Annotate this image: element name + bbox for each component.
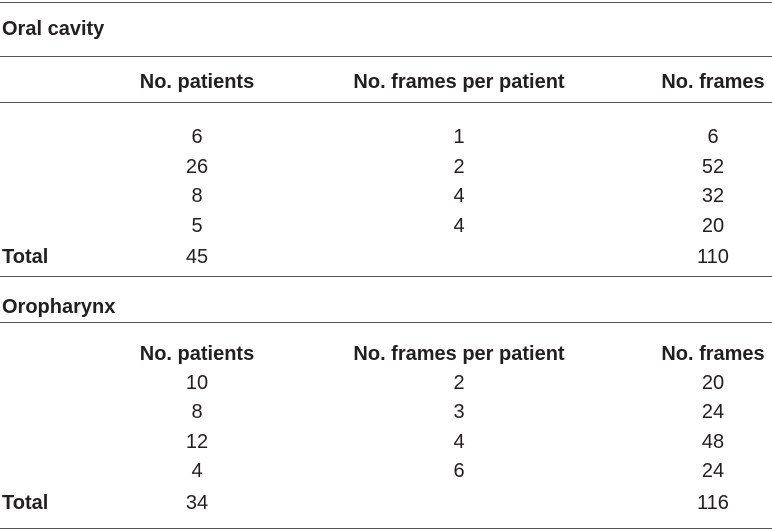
total-label: Total <box>2 246 49 268</box>
rule <box>0 102 772 103</box>
cell: 4 <box>453 430 465 453</box>
total-label: Total <box>2 492 49 514</box>
cell: 6 <box>453 459 465 482</box>
rule <box>0 322 772 323</box>
cell: 4 <box>453 185 465 208</box>
cell: 32 <box>701 185 725 208</box>
cell: 3 <box>453 401 465 424</box>
total-patients: 34 <box>185 492 209 514</box>
column-header: No. frames <box>661 71 765 93</box>
rule <box>0 276 772 277</box>
cell: 24 <box>701 401 725 424</box>
cell: 6 <box>707 126 719 148</box>
cell: 2 <box>453 372 465 394</box>
cell: 20 <box>701 215 725 238</box>
rule <box>0 2 772 3</box>
cell: 10 <box>185 372 209 394</box>
total-patients: 45 <box>185 246 209 268</box>
cell: 26 <box>185 155 209 178</box>
section-title: Oropharynx <box>2 296 116 318</box>
cell: 8 <box>191 401 203 424</box>
cell: 52 <box>701 155 725 178</box>
cell: 20 <box>701 372 725 394</box>
total-frames: 110 <box>697 246 729 268</box>
cell: 2 <box>453 155 465 178</box>
rule <box>0 528 772 529</box>
column-header: No. frames <box>661 343 765 365</box>
cell: 48 <box>701 430 725 453</box>
column-header: No. patients <box>139 343 255 365</box>
cell: 8 <box>191 185 203 208</box>
cell: 6 <box>191 126 203 148</box>
rule <box>0 56 772 57</box>
cell: 5 <box>191 215 203 238</box>
cell: 12 <box>185 430 209 453</box>
section-title: Oral cavity <box>2 18 105 40</box>
column-header: No. patients <box>139 71 255 93</box>
column-header: No. frames per patient <box>353 343 565 365</box>
total-frames: 116 <box>697 492 729 514</box>
cell: 24 <box>701 459 725 482</box>
cell: 4 <box>191 459 203 482</box>
cell: 4 <box>453 215 465 238</box>
column-header: No. frames per patient <box>353 71 565 93</box>
cell: 1 <box>453 126 465 148</box>
